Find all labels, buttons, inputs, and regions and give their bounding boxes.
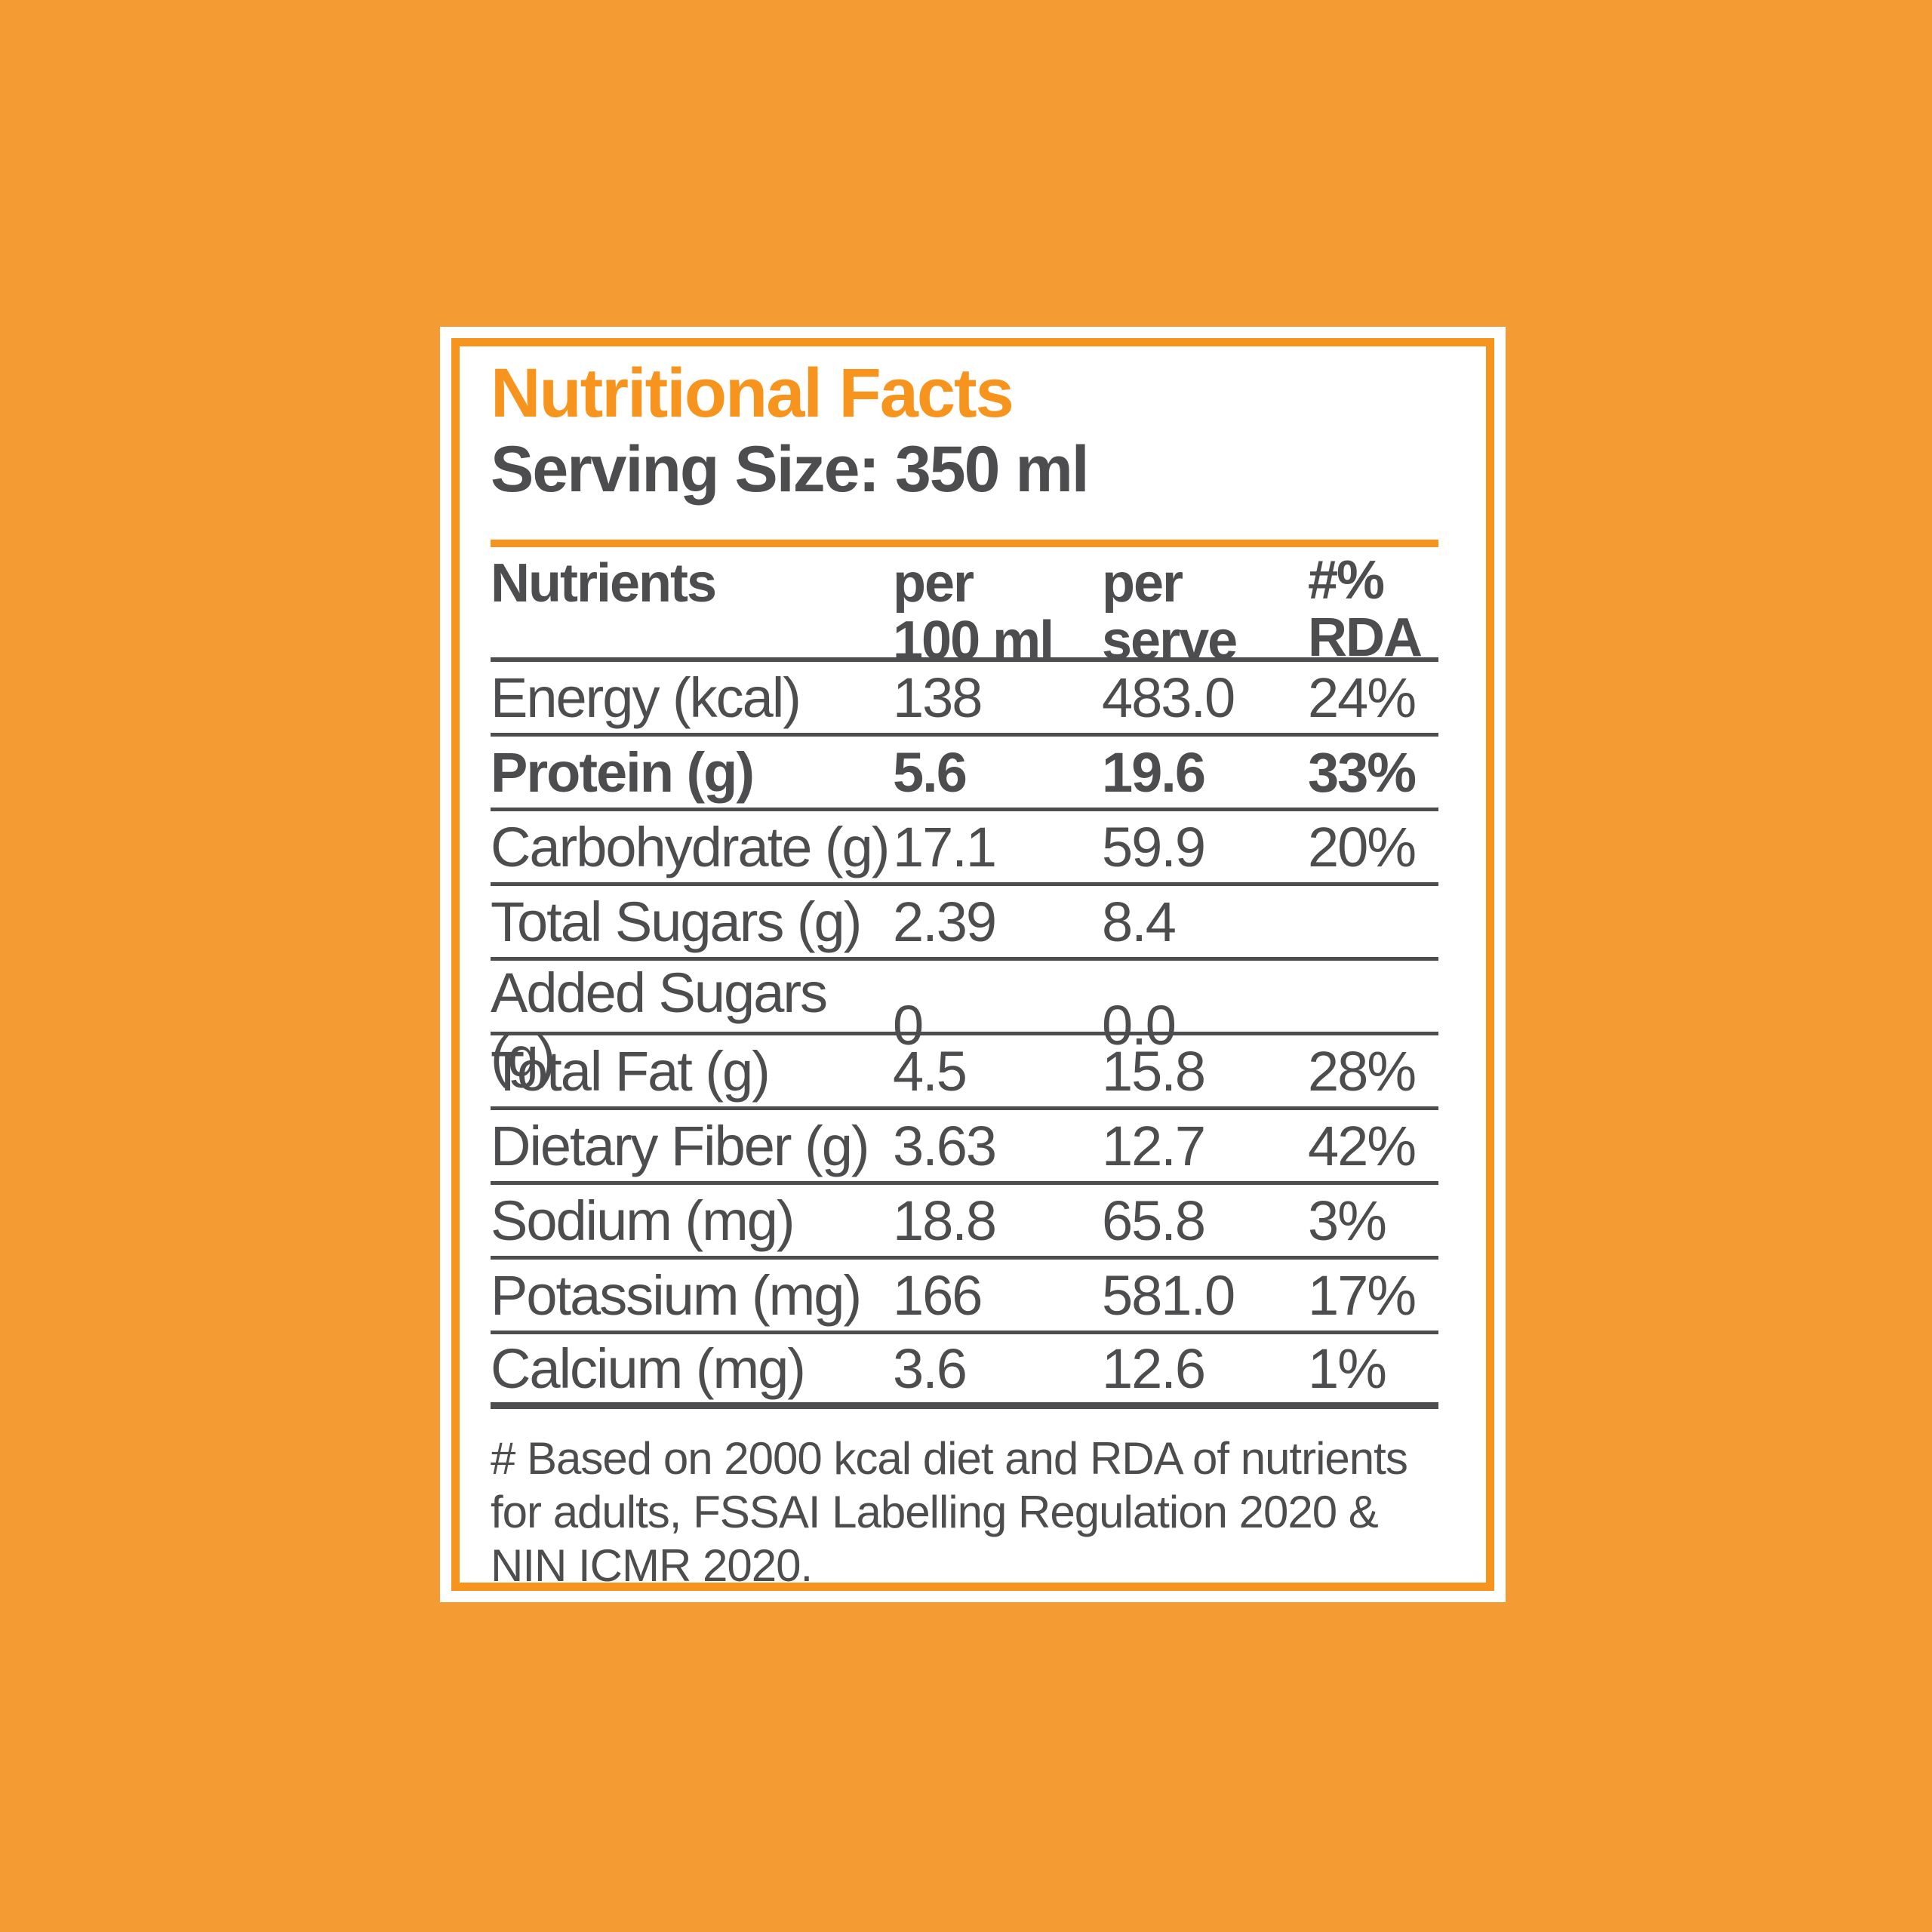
row-label: Energy (kcal) [491,666,801,729]
table-row: Total Sugars (g) 2.39 8.4 [491,886,1438,961]
value-per-serve: 19.6 [1102,740,1206,804]
value-per-serve: 15.8 [1102,1039,1206,1103]
nutrition-label-card: Nutritional Facts Serving Size: 350 ml N… [440,327,1506,1602]
table-row: Potassium (mg) 166 581.0 17% [491,1260,1438,1334]
nutritional-facts-title: Nutritional Facts [491,355,1014,432]
value-rda: 24% [1308,666,1417,729]
value-rda: 3% [1308,1189,1387,1252]
row-label: Added Sugars (g) [491,961,828,1088]
table-row: Total Fat (g) 4.5 15.8 28% [491,1035,1438,1110]
table-row: Sodium (mg) 18.8 65.8 3% [491,1185,1438,1260]
value-per-100ml: 4.5 [893,1039,968,1103]
table-row: Carbohydrate (g) 17.1 59.9 20% [491,811,1438,886]
value-per-100ml: 18.8 [893,1189,997,1252]
header-nutrients: Nutrients [491,553,717,614]
card-content: Nutritional Facts Serving Size: 350 ml N… [491,327,1438,1592]
header-per-serve: per serve [1102,553,1238,671]
header-per-100ml: per 100 ml [893,553,1054,671]
value-per-100ml: 3.63 [893,1114,997,1177]
row-label: Sodium (mg) [491,1189,795,1252]
table-header-row: Nutrients per 100 ml per serve #% RDA [491,547,1438,669]
value-per-serve: 59.9 [1102,815,1206,878]
row-label: Dietary Fiber (g) [491,1114,870,1177]
row-label: Total Fat (g) [491,1039,771,1103]
serving-size-text: Serving Size: 350 ml [491,433,1090,506]
value-per-serve: 0.0 [1102,993,1177,1057]
nutrients-table-body: Energy (kcal) 138 483.0 24% Protein (g) 5.6 19… [491,662,1438,1409]
value-per-100ml: 3.6 [893,1337,968,1400]
row-label: Total Sugars (g) [491,890,862,953]
value-rda: 42% [1308,1114,1417,1177]
header-rda: #% RDA [1308,550,1423,668]
value-rda: 33% [1308,740,1417,804]
value-rda: 20% [1308,815,1417,878]
orange-divider-rule [491,540,1438,547]
row-label: Carbohydrate (g) [491,815,890,878]
row-label: Protein (g) [491,740,755,804]
value-per-100ml: 2.39 [893,890,997,953]
row-label: Potassium (mg) [491,1263,862,1327]
value-per-100ml: 166 [893,1263,983,1327]
value-per-serve: 65.8 [1102,1189,1206,1252]
footnote-text: # Based on 2000 kcal diet and RDA of nut… [491,1433,1408,1591]
table-row: Added Sugars (g) 0 0.0 [491,961,1438,1088]
value-per-100ml: 5.6 [893,740,968,804]
value-rda: 28% [1308,1039,1417,1103]
row-label: Calcium (mg) [491,1337,806,1400]
value-per-serve: 12.6 [1102,1337,1206,1400]
table-row: Protein (g) 5.6 19.6 33% [491,737,1438,811]
value-per-serve: 581.0 [1102,1263,1235,1327]
table-row: Calcium (mg) 3.6 12.6 1% [491,1334,1438,1409]
value-per-100ml: 17.1 [893,815,997,878]
value-per-100ml: 138 [893,666,983,729]
value-per-100ml: 0 [893,993,924,1057]
value-per-serve: 483.0 [1102,666,1235,729]
value-per-serve: 12.7 [1102,1114,1206,1177]
table-row: Dietary Fiber (g) 3.63 12.7 42% [491,1110,1438,1185]
value-rda: 17% [1308,1263,1417,1327]
table-row: Energy (kcal) 138 483.0 24% [491,662,1438,737]
value-rda: 1% [1308,1337,1387,1400]
value-per-serve: 8.4 [1102,890,1177,953]
